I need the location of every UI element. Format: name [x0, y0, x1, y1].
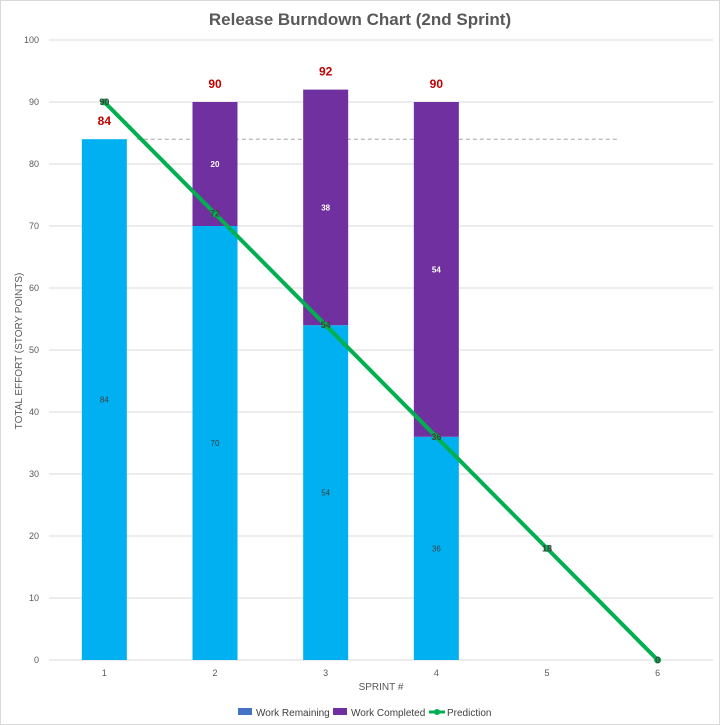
- y-tick-label: 0: [34, 655, 39, 665]
- x-tick-label: 2: [212, 668, 217, 678]
- axes: 0 10 20 30 40 50 60 70 80 90 100 1 2 3 4 5 6: [24, 35, 660, 678]
- y-tick-label: 20: [29, 531, 39, 541]
- chart-title: Release Burndown Chart (2nd Sprint): [209, 10, 511, 29]
- bar-work-remaining: [413, 436, 459, 660]
- legend-marker-prediction: [434, 709, 440, 715]
- x-tick-label: 5: [544, 668, 549, 678]
- total-label: 90: [208, 77, 222, 91]
- prediction-point: [211, 210, 219, 218]
- data-label-work-remaining: 54: [321, 489, 330, 498]
- y-tick-label: 80: [29, 159, 39, 169]
- data-label-work-completed: 38: [321, 203, 330, 212]
- x-tick-label: 3: [323, 668, 328, 678]
- legend-swatch-work-completed: [333, 708, 347, 715]
- bars: [81, 89, 459, 660]
- x-tick-label: 6: [655, 668, 660, 678]
- x-tick-label: 1: [102, 668, 107, 678]
- x-axis-title: SPRINT #: [359, 682, 404, 693]
- bar-work-completed: [192, 102, 238, 226]
- data-labels: 84 84 70 20 90 54 38 92 36 54 90 90 72 54 36 18 0: [98, 65, 661, 665]
- legend: Work Remaining Work Completed Prediction: [238, 708, 491, 719]
- y-tick-label: 90: [29, 97, 39, 107]
- prediction-label: 0: [655, 655, 660, 665]
- prediction-point: [543, 544, 551, 552]
- total-label: 90: [430, 77, 444, 91]
- bar-work-completed: [303, 89, 349, 326]
- data-label-work-remaining: 70: [211, 439, 220, 448]
- legend-swatch-work-remaining: [238, 708, 252, 715]
- bar-work-completed: [413, 102, 459, 437]
- prediction-label: 36: [431, 432, 441, 442]
- y-tick-label: 10: [29, 593, 39, 603]
- prediction-label: 18: [542, 543, 552, 553]
- prediction-line-layer: [100, 98, 662, 664]
- y-tick-label: 60: [29, 283, 39, 293]
- legend-label-prediction: Prediction: [447, 708, 491, 719]
- total-label: 84: [98, 114, 112, 128]
- prediction-point: [100, 98, 108, 106]
- prediction-point: [322, 321, 330, 329]
- gridlines: [49, 39, 713, 661]
- legend-label-work-completed: Work Completed: [351, 708, 425, 719]
- y-tick-label: 40: [29, 407, 39, 417]
- data-label-work-remaining: 84: [100, 396, 109, 405]
- data-label-work-remaining: 36: [432, 544, 441, 553]
- y-axis-title: TOTAL EFFORT (STORY POINTS): [14, 273, 25, 430]
- legend-label-work-remaining: Work Remaining: [256, 708, 330, 719]
- prediction-point: [654, 656, 662, 664]
- data-label-work-completed: 54: [432, 265, 441, 274]
- prediction-label: 72: [210, 209, 220, 219]
- y-tick-label: 70: [29, 221, 39, 231]
- y-tick-label: 50: [29, 345, 39, 355]
- prediction-label: 90: [99, 97, 109, 107]
- y-tick-label: 30: [29, 469, 39, 479]
- x-tick-label: 4: [434, 668, 439, 678]
- bar-work-remaining: [303, 325, 349, 660]
- prediction-line: [102, 100, 660, 662]
- y-tick-label: 100: [24, 35, 39, 45]
- bar-work-remaining: [81, 139, 127, 660]
- prediction-point: [432, 433, 440, 441]
- total-label: 92: [319, 65, 333, 79]
- bar-work-remaining: [192, 226, 238, 660]
- data-label-work-completed: 20: [211, 160, 220, 169]
- prediction-label: 54: [321, 320, 331, 330]
